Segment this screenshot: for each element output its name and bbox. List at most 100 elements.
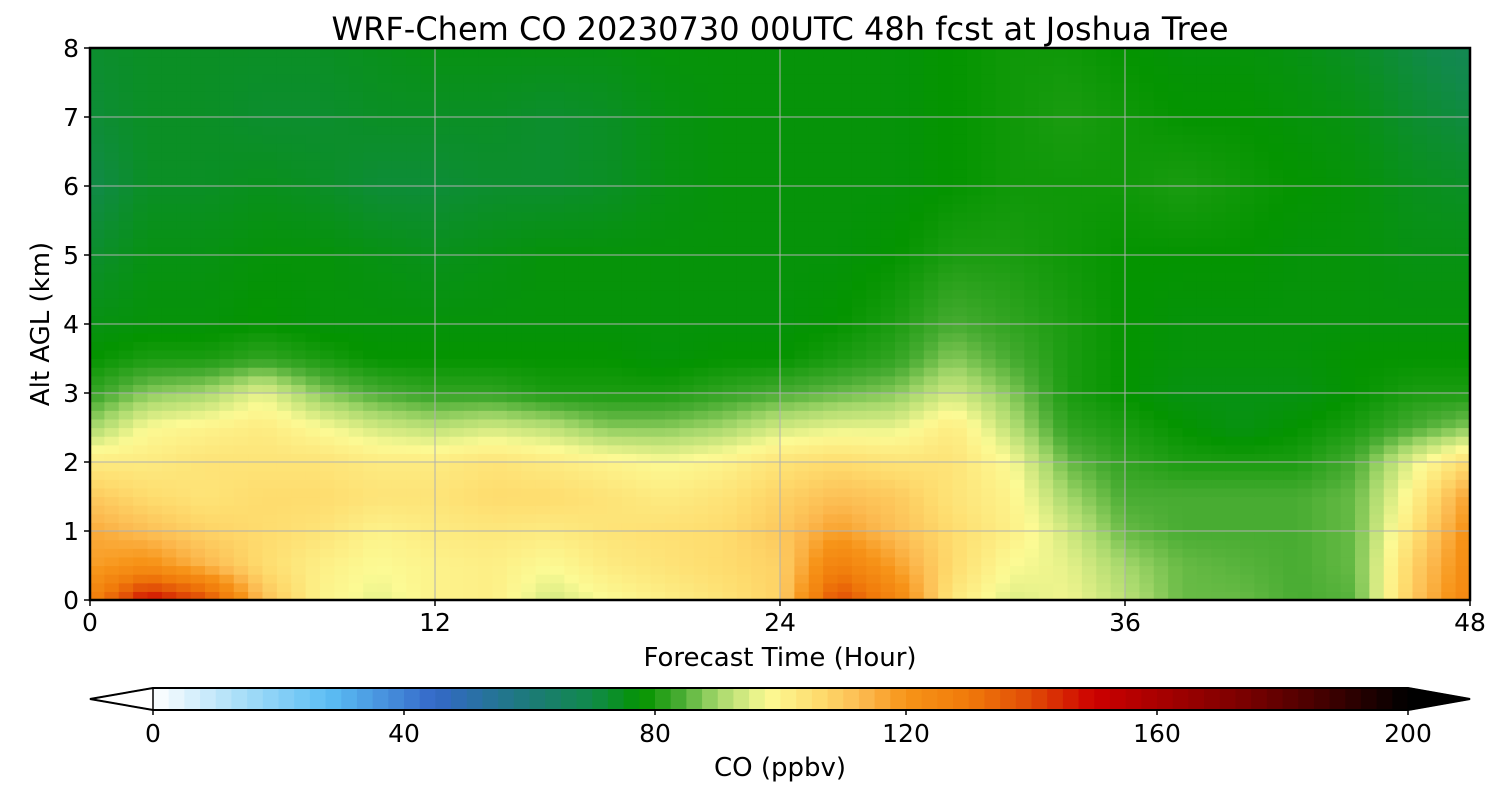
heatmap-cell xyxy=(808,462,824,472)
heatmap-cell xyxy=(1311,160,1327,170)
heatmap-cell xyxy=(291,436,307,446)
heatmap-cell xyxy=(104,539,120,549)
heatmap-cell xyxy=(895,349,910,360)
heatmap-cell xyxy=(1139,531,1155,541)
heatmap-cell xyxy=(1268,393,1284,403)
heatmap-cell xyxy=(233,367,249,377)
heatmap-cell xyxy=(1383,168,1399,178)
heatmap-cell xyxy=(578,548,594,558)
heatmap-cell xyxy=(406,462,422,472)
heatmap-cell xyxy=(161,315,177,325)
heatmap-cell xyxy=(837,255,853,265)
heatmap-cell xyxy=(981,289,997,299)
heatmap-cell xyxy=(1369,505,1385,515)
heatmap-cell xyxy=(1426,556,1442,567)
heatmap-cell xyxy=(118,237,134,247)
heatmap-cell xyxy=(133,177,149,187)
heatmap-cell xyxy=(1168,349,1184,360)
heatmap-cell xyxy=(794,556,810,567)
heatmap-cell xyxy=(233,401,249,411)
heatmap-cell xyxy=(851,289,867,299)
heatmap-cell xyxy=(952,410,968,420)
heatmap-cell xyxy=(837,151,853,161)
heatmap-cell xyxy=(363,160,379,170)
heatmap-cell xyxy=(1081,246,1097,256)
heatmap-cell xyxy=(1426,151,1442,161)
heatmap-cell xyxy=(851,410,867,420)
heatmap-cell xyxy=(449,453,465,463)
heatmap-cell xyxy=(1254,272,1270,282)
heatmap-cell xyxy=(435,556,450,567)
heatmap-cell xyxy=(722,565,738,575)
heatmap-cell xyxy=(866,453,882,463)
heatmap-cell xyxy=(823,237,839,247)
heatmap-cell xyxy=(1268,591,1284,601)
heatmap-cell xyxy=(1038,393,1054,403)
heatmap-cell xyxy=(305,341,321,351)
heatmap-cell xyxy=(1383,574,1399,584)
heatmap-cell xyxy=(1297,582,1313,592)
heatmap-cell xyxy=(1139,436,1155,446)
heatmap-cell xyxy=(736,220,752,230)
heatmap-cell xyxy=(1240,479,1255,489)
heatmap-cell xyxy=(650,565,666,575)
heatmap-cell xyxy=(621,496,637,506)
heatmap-cell xyxy=(176,479,192,489)
heatmap-cell xyxy=(1182,574,1198,584)
heatmap-cell xyxy=(866,591,882,601)
heatmap-cell xyxy=(1455,315,1471,325)
heatmap-cell xyxy=(780,574,795,584)
heatmap-cell xyxy=(506,401,522,411)
heatmap-cell xyxy=(1182,367,1198,377)
heatmap-cell xyxy=(406,272,422,282)
heatmap-cell xyxy=(593,255,609,265)
heatmap-cell xyxy=(147,444,163,454)
heatmap-cell xyxy=(621,211,637,222)
heatmap-cell xyxy=(233,211,249,222)
heatmap-cell xyxy=(1125,505,1140,515)
heatmap-cell xyxy=(564,220,580,230)
heatmap-cell xyxy=(880,315,896,325)
heatmap-cell xyxy=(506,453,522,463)
heatmap-cell xyxy=(104,151,120,161)
heatmap-cell xyxy=(320,298,335,308)
heatmap-cell xyxy=(1125,298,1140,308)
heatmap-cell xyxy=(1139,168,1155,178)
heatmap-cell xyxy=(262,306,278,316)
heatmap-cell xyxy=(1225,289,1241,299)
heatmap-cell xyxy=(679,479,695,489)
heatmap-cell xyxy=(866,168,882,178)
heatmap-cell xyxy=(291,591,307,601)
heatmap-cell xyxy=(1225,565,1241,575)
heatmap-cell xyxy=(866,513,882,523)
heatmap-cell xyxy=(176,574,192,584)
heatmap-cell xyxy=(895,505,910,515)
heatmap-cell xyxy=(406,255,422,265)
heatmap-cell xyxy=(449,479,465,489)
heatmap-cell xyxy=(118,470,134,480)
heatmap-cell xyxy=(377,574,393,584)
heatmap-cell xyxy=(578,505,594,515)
heatmap-cell xyxy=(291,255,307,265)
heatmap-cell xyxy=(320,349,335,360)
heatmap-cell xyxy=(722,332,738,342)
heatmap-cell xyxy=(1139,306,1155,316)
heatmap-cell xyxy=(1211,401,1227,411)
heatmap-cell xyxy=(1225,203,1241,213)
heatmap-cell xyxy=(133,410,149,420)
heatmap-cell xyxy=(478,255,494,265)
chart-title: WRF-Chem CO 20230730 00UTC 48h fcst at J… xyxy=(331,10,1228,48)
heatmap-cell xyxy=(1010,582,1025,592)
heatmap-cell xyxy=(1182,160,1198,170)
heatmap-cell xyxy=(1412,246,1428,256)
heatmap-cell xyxy=(794,168,810,178)
heatmap-cell xyxy=(305,522,321,532)
heatmap-cell xyxy=(1125,203,1140,213)
heatmap-cell xyxy=(851,255,867,265)
heatmap-cell xyxy=(1110,393,1126,403)
heatmap-cell xyxy=(161,341,177,351)
heatmap-cell xyxy=(104,263,120,273)
heatmap-cell xyxy=(176,418,192,429)
heatmap-cell xyxy=(636,565,652,575)
heatmap-cell xyxy=(1024,324,1040,334)
